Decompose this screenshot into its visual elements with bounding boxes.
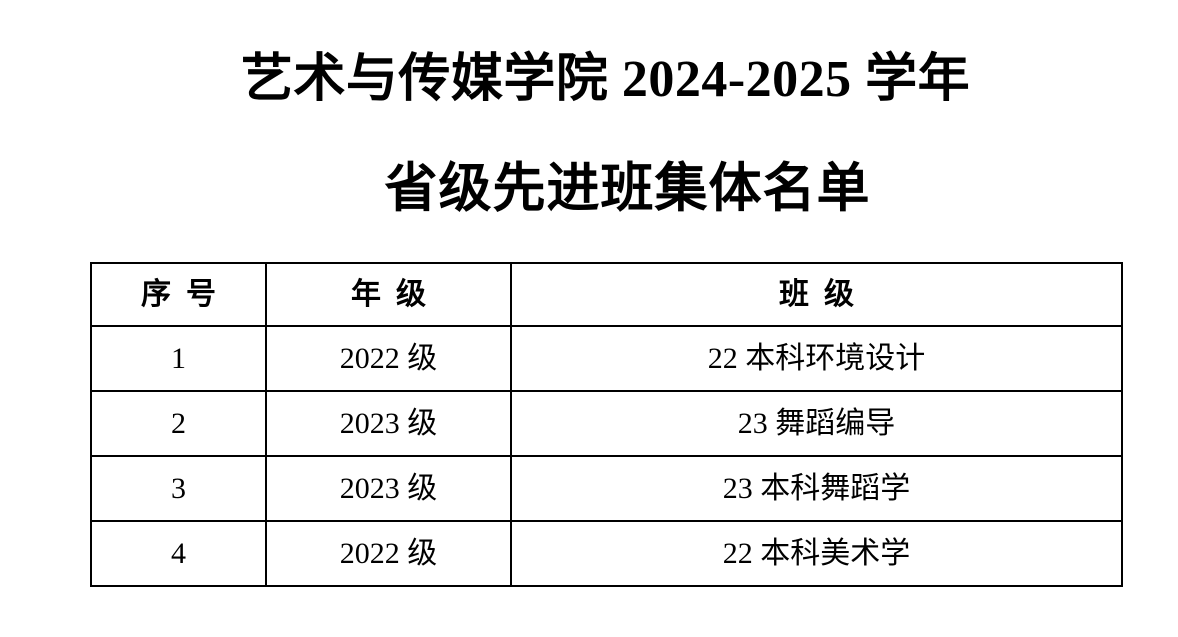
table-row: 3 2023 级 23 本科舞蹈学: [90, 455, 1123, 522]
col-header-serial: 序 号: [90, 262, 267, 327]
table-row: 4 2022 级 22 本科美术学: [90, 520, 1123, 587]
grade-cell: 2022 级: [265, 520, 512, 587]
col-header-grade: 年 级: [265, 262, 512, 327]
grade-cell: 2023 级: [265, 390, 512, 457]
class-cell: 22 本科美术学: [510, 520, 1123, 587]
serial-cell: 1: [90, 325, 267, 392]
grade-cell: 2023 级: [265, 455, 512, 522]
table-header-row: 序 号 年 级 班 级: [90, 262, 1123, 327]
class-cell: 23 舞蹈编导: [510, 390, 1123, 457]
class-cell: 22 本科环境设计: [510, 325, 1123, 392]
doc-title-line1: 艺术与传媒学院 2024-2025 学年: [240, 51, 971, 108]
serial-cell: 2: [90, 390, 267, 457]
col-header-class: 班 级: [510, 262, 1123, 327]
advanced-class-table: 序 号 年 级 班 级 1 2022 级 22 本科环境设计 2 2023 级 …: [90, 262, 1123, 587]
serial-cell: 4: [90, 520, 267, 587]
grade-cell: 2022 级: [265, 325, 512, 392]
serial-cell: 3: [90, 455, 267, 522]
class-cell: 23 本科舞蹈学: [510, 455, 1123, 522]
table-row: 1 2022 级 22 本科环境设计: [90, 325, 1123, 392]
table-row: 2 2023 级 23 舞蹈编导: [90, 390, 1123, 457]
doc-title-line2: 省级先进班集体名单: [384, 160, 871, 218]
